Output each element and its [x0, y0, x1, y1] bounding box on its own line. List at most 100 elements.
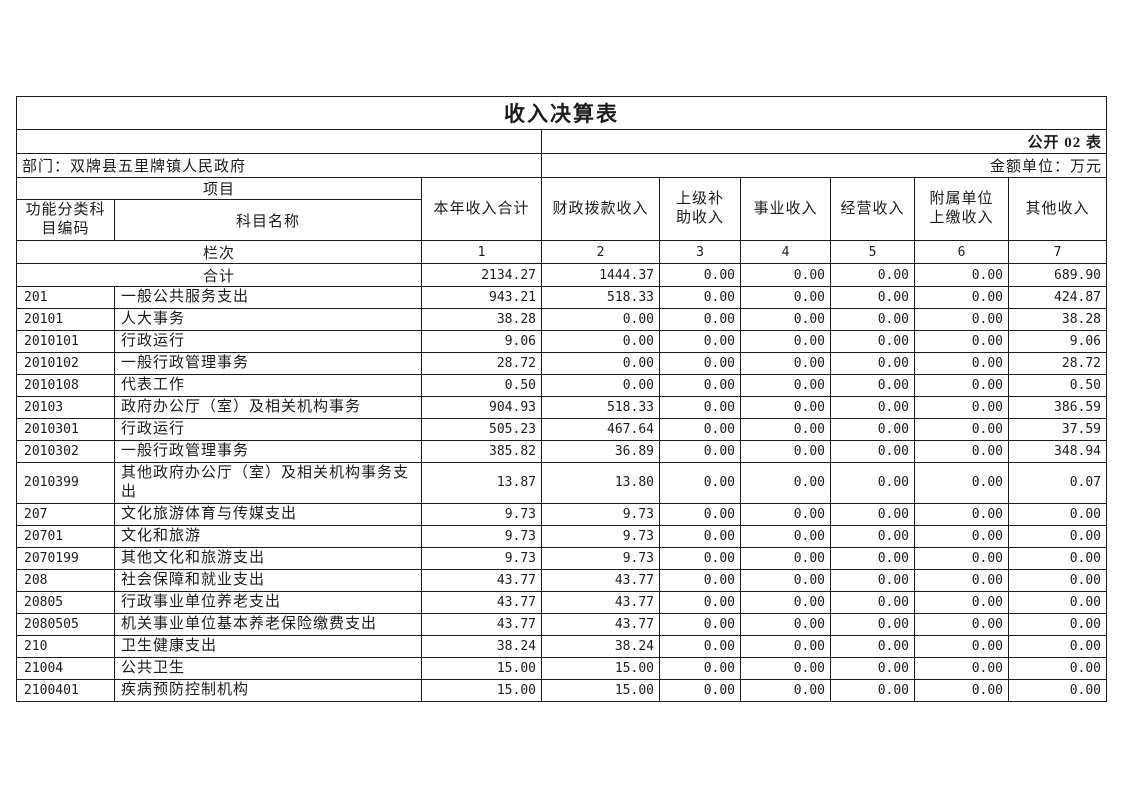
value-cell: 0.00	[830, 330, 915, 353]
table-row: 2010301 行政运行 505.23 467.64 0.00 0.00 0.00 0.00 3…	[16, 418, 1108, 441]
subject-name-cell: 文化旅游体育与传媒支出	[114, 502, 422, 526]
table-row: 2010101 行政运行 9.06 0.00 0.00 0.00 0.00 0.00 9.06	[16, 330, 1108, 353]
column-number: 3	[659, 240, 741, 264]
value-cell: 0.00	[659, 678, 741, 702]
value-cell: 0.00	[830, 590, 915, 614]
value-cell: 0.00	[659, 374, 741, 397]
value-cell: 0.00	[830, 440, 915, 463]
value-cell: 0.00	[659, 656, 741, 680]
value-cell: 0.00	[830, 546, 915, 570]
subject-name-cell: 行政运行	[114, 330, 422, 353]
value-cell: 28.72	[421, 352, 542, 375]
value-cell: 0.00	[541, 308, 660, 331]
table-row: 2070199 其他文化和旅游支出 9.73 9.73 0.00 0.00 0.00 0.00…	[16, 546, 1108, 570]
unit-label: 金额单位：万元	[540, 153, 1108, 178]
header-row-1: 项目 本年收入合计 财政拨款收入 上级补 助收入 事业收入 经营收入 附属单位 …	[16, 177, 1108, 241]
subject-name-cell: 疾病预防控制机构	[114, 678, 422, 702]
code-cell: 20805	[16, 590, 115, 614]
value-cell: 9.73	[421, 502, 542, 526]
value-cell: 0.00	[830, 462, 915, 504]
table-row: 20805 行政事业单位养老支出 43.77 43.77 0.00 0.00 0.00 0.0…	[16, 590, 1108, 614]
code-cell: 20101	[16, 308, 115, 331]
value-cell: 0.00	[1007, 590, 1108, 614]
value-cell: 505.23	[421, 418, 542, 441]
value-cell: 0.00	[740, 546, 831, 570]
value-cell: 0.00	[914, 352, 1009, 375]
value-cell: 0.00	[914, 286, 1009, 309]
subject-name-cell: 其他文化和旅游支出	[114, 546, 422, 570]
value-cell: 0.00	[1007, 612, 1108, 636]
value-cell: 0.00	[659, 308, 741, 331]
value-cell: 0.00	[830, 374, 915, 397]
subject-name-cell: 公共卫生	[114, 656, 422, 680]
subject-name-cell: 机关事业单位基本养老保险缴费支出	[114, 612, 422, 636]
value-cell: 0.00	[914, 440, 1009, 463]
value-cell: 13.87	[421, 462, 542, 504]
value-cell: 0.00	[659, 634, 741, 658]
value-cell: 0.00	[914, 330, 1009, 353]
column-number: 1	[421, 240, 542, 264]
total-row: 合计 2134.27 1444.37 0.00 0.00 0.00 0.00 6…	[16, 263, 1108, 287]
header-col-other-income: 其他收入	[1007, 177, 1108, 241]
value-cell: 0.00	[659, 330, 741, 353]
value-cell: 0.00	[914, 568, 1009, 592]
column-number: 5	[830, 240, 915, 264]
table-row: 20103 政府办公厅（室）及相关机构事务 904.93 518.33 0.00 0.00…	[16, 396, 1108, 419]
table-body: 201 一般公共服务支出 943.21 518.33 0.00 0.00 0.00 0.00 4…	[16, 286, 1108, 702]
value-cell: 0.00	[830, 418, 915, 441]
total-label: 合计	[16, 263, 422, 287]
value-cell: 0.00	[1007, 546, 1108, 570]
value-cell: 28.72	[1007, 352, 1108, 375]
header-row-2: 功能分类科 目编码 科目名称	[16, 199, 1107, 241]
value-cell: 0.00	[830, 656, 915, 680]
value-cell: 0.07	[1007, 462, 1108, 504]
value-cell: 518.33	[541, 286, 660, 309]
code-cell: 20103	[16, 396, 115, 419]
value-cell: 0.00	[740, 524, 831, 548]
code-cell: 208	[16, 568, 115, 592]
value-cell: 38.24	[421, 634, 542, 658]
table-row: 2010108 代表工作 0.50 0.00 0.00 0.00 0.00 0.00 0.50	[16, 374, 1108, 397]
header-project: 项目	[16, 177, 422, 200]
code-cell: 2100401	[16, 678, 115, 702]
value-cell: 348.94	[1007, 440, 1108, 463]
value-cell: 0.00	[659, 590, 741, 614]
code-cell: 210	[16, 634, 115, 658]
value-cell: 0.00	[914, 502, 1009, 526]
value-cell: 0.00	[740, 440, 831, 463]
value-cell: 0.00	[541, 374, 660, 397]
value-cell: 0.00	[659, 462, 741, 504]
header-col-superior-subsidy: 上级补 助收入	[659, 177, 741, 241]
department-label: 部门：双牌县五里牌镇人民政府	[16, 153, 542, 178]
total-value: 0.00	[659, 263, 741, 287]
value-cell: 0.00	[740, 502, 831, 526]
value-cell: 15.00	[421, 656, 542, 680]
title-row: 收入决算表	[15, 96, 1108, 130]
value-cell: 0.00	[740, 396, 831, 419]
value-cell: 9.73	[421, 524, 542, 548]
value-cell: 37.59	[1007, 418, 1108, 441]
value-cell: 0.00	[830, 568, 915, 592]
value-cell: 43.77	[541, 612, 660, 636]
value-cell: 0.00	[740, 634, 831, 658]
value-cell: 0.00	[740, 374, 831, 397]
value-cell: 38.24	[541, 634, 660, 658]
column-number: 4	[740, 240, 831, 264]
value-cell: 0.00	[830, 396, 915, 419]
value-cell: 0.00	[830, 502, 915, 526]
value-cell: 9.06	[1007, 330, 1108, 353]
table-row: 20701 文化和旅游 9.73 9.73 0.00 0.00 0.00 0.00 0.00	[16, 524, 1108, 548]
value-cell: 0.00	[740, 678, 831, 702]
header-col-subordinate-remittance: 附属单位 上缴收入	[914, 177, 1009, 241]
value-cell: 0.00	[914, 524, 1009, 548]
value-cell: 43.77	[541, 568, 660, 592]
value-cell: 0.00	[659, 568, 741, 592]
value-cell: 0.00	[740, 418, 831, 441]
code-cell: 2010101	[16, 330, 115, 353]
table-row: 2010302 一般行政管理事务 385.82 36.89 0.00 0.00 0.00 0.…	[16, 440, 1108, 463]
value-cell: 0.00	[740, 286, 831, 309]
table-number-row: 公开 02 表	[16, 129, 1108, 154]
table-row: 2080505 机关事业单位基本养老保险缴费支出 43.77 43.77 0.00 0.0…	[16, 612, 1108, 636]
value-cell: 0.00	[659, 440, 741, 463]
